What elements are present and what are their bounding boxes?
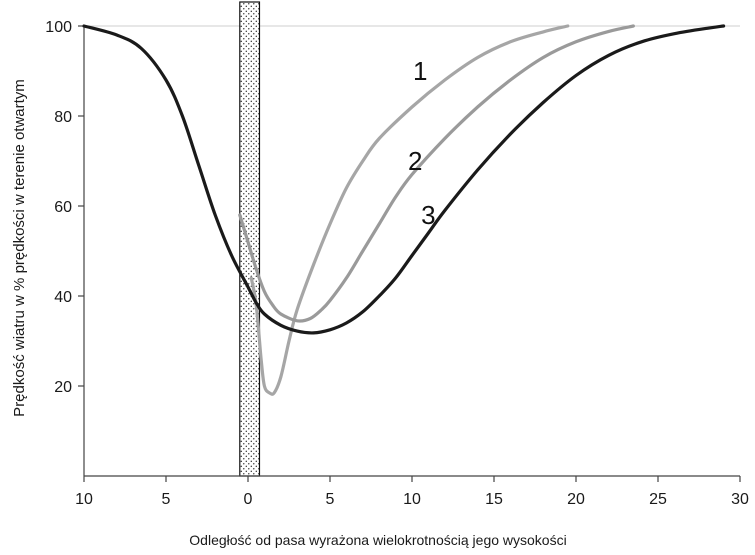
y-tick-label: 80 bbox=[54, 109, 72, 126]
series-label-2: 2 bbox=[408, 146, 422, 176]
y-tick-label: 40 bbox=[54, 289, 72, 306]
x-tick-label: 25 bbox=[649, 491, 667, 508]
series-label-1: 1 bbox=[413, 56, 427, 86]
series-line-1 bbox=[249, 24, 570, 396]
series-label-3: 3 bbox=[421, 200, 435, 230]
series-line-3 bbox=[82, 24, 726, 335]
shelterbelt-barrier bbox=[239, 1, 261, 477]
x-tick-label: 20 bbox=[567, 491, 585, 508]
x-axis-title: Odległość od pasa wyrażona wielokrotnośc… bbox=[189, 532, 566, 548]
x-tick-label: 15 bbox=[485, 491, 503, 508]
x-tick-label: 10 bbox=[75, 491, 93, 508]
y-tick-label: 20 bbox=[54, 379, 72, 396]
x-tick-label: 0 bbox=[244, 491, 253, 508]
y-axis-title: Prędkość wiatru w % prędkości w terenie … bbox=[11, 79, 28, 417]
x-tick-label: 5 bbox=[326, 491, 335, 508]
x-tick-label: 30 bbox=[731, 491, 749, 508]
y-tick-label: 100 bbox=[45, 19, 72, 36]
x-tick-label: 10 bbox=[403, 491, 421, 508]
series-line-2 bbox=[238, 24, 635, 323]
y-tick-label: 60 bbox=[54, 199, 72, 216]
x-tick-label: 5 bbox=[162, 491, 171, 508]
